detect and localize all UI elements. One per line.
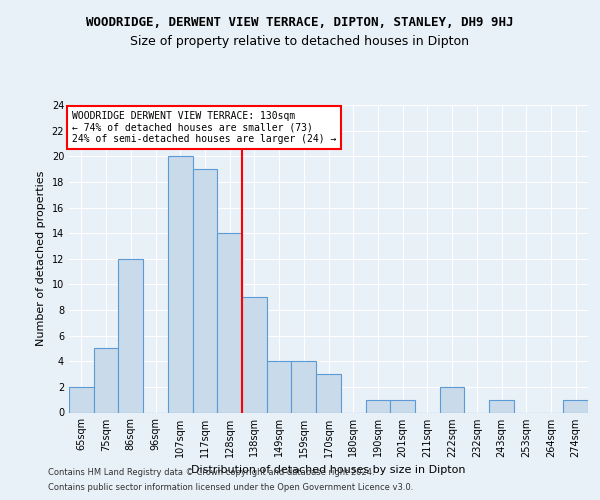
Bar bbox=[69, 387, 94, 412]
Text: WOODRIDGE DERWENT VIEW TERRACE: 130sqm
← 74% of detached houses are smaller (73): WOODRIDGE DERWENT VIEW TERRACE: 130sqm ←… bbox=[71, 111, 336, 144]
Text: Contains HM Land Registry data © Crown copyright and database right 2024.: Contains HM Land Registry data © Crown c… bbox=[48, 468, 374, 477]
X-axis label: Distribution of detached houses by size in Dipton: Distribution of detached houses by size … bbox=[191, 465, 466, 475]
Bar bbox=[193, 169, 217, 412]
Bar bbox=[168, 156, 193, 412]
Text: WOODRIDGE, DERWENT VIEW TERRACE, DIPTON, STANLEY, DH9 9HJ: WOODRIDGE, DERWENT VIEW TERRACE, DIPTON,… bbox=[86, 16, 514, 29]
Text: Size of property relative to detached houses in Dipton: Size of property relative to detached ho… bbox=[131, 34, 470, 48]
Text: Contains public sector information licensed under the Open Government Licence v3: Contains public sector information licen… bbox=[48, 483, 413, 492]
Y-axis label: Number of detached properties: Number of detached properties bbox=[36, 171, 46, 346]
Bar bbox=[242, 297, 267, 412]
Bar bbox=[563, 400, 588, 412]
Bar bbox=[316, 374, 341, 412]
Bar bbox=[267, 361, 292, 412]
Bar bbox=[94, 348, 118, 412]
Bar bbox=[365, 400, 390, 412]
Bar bbox=[489, 400, 514, 412]
Bar bbox=[118, 259, 143, 412]
Bar bbox=[440, 387, 464, 412]
Bar bbox=[292, 361, 316, 412]
Bar bbox=[390, 400, 415, 412]
Bar bbox=[217, 233, 242, 412]
